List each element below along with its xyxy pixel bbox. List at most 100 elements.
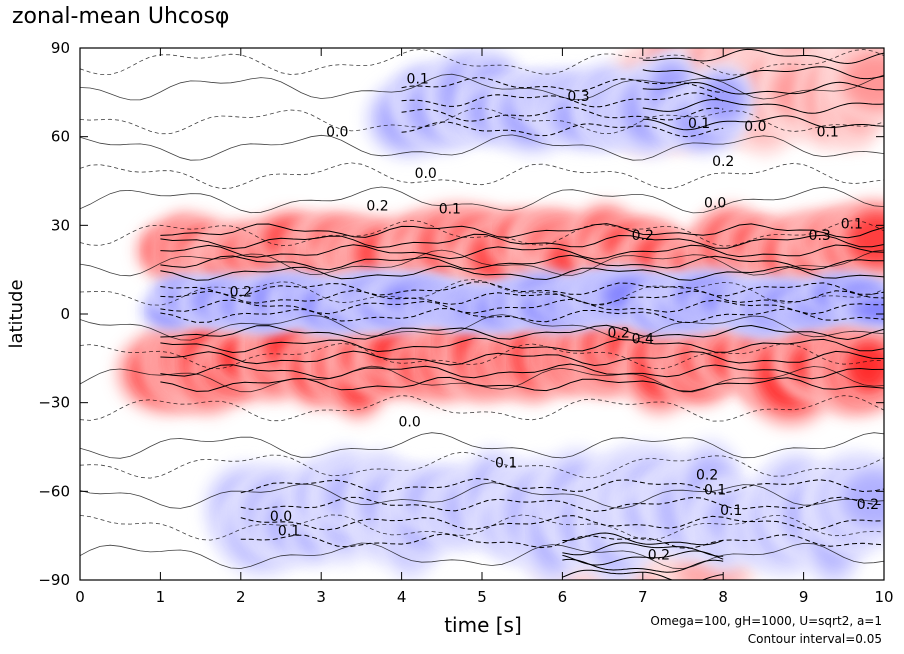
positive-contour — [160, 363, 884, 380]
contour-value-label: 0.1 — [841, 216, 863, 232]
positive-contour — [160, 350, 884, 367]
y-tick-label: −60 — [38, 482, 70, 500]
background-contour — [80, 278, 884, 306]
heatmap-field — [114, 48, 884, 580]
contour-value-label: 0.1 — [817, 125, 839, 141]
x-tick-label: 6 — [558, 588, 568, 606]
background-contour — [80, 107, 884, 135]
negative-contour — [240, 533, 884, 549]
background-contour — [80, 249, 884, 277]
contour-value-label: 0.2 — [608, 326, 630, 342]
contour-value-label: 0.1 — [278, 524, 300, 540]
positive-contour — [160, 265, 884, 281]
negative-contour — [401, 106, 724, 122]
positive-contour — [160, 244, 884, 260]
x-tick-label: 5 — [477, 588, 487, 606]
contour-value-label: 0.1 — [495, 456, 517, 472]
contour-value-label: 0.0 — [744, 119, 766, 135]
x-tick-label: 2 — [236, 588, 246, 606]
positive-contour — [562, 550, 724, 566]
x-tick-label: 3 — [316, 588, 326, 606]
contour-value-label: 0.2 — [632, 228, 654, 244]
heatmap-blob — [844, 473, 884, 525]
contour-value-label: 0.0 — [399, 414, 421, 430]
x-tick-label: 0 — [75, 588, 85, 606]
background-contour — [80, 48, 884, 76]
negative-contour — [160, 308, 884, 324]
positive-contour — [160, 233, 884, 250]
background-contour — [80, 365, 884, 393]
background-contour — [80, 514, 884, 541]
x-tick-label: 4 — [397, 588, 407, 606]
contour-value-label: 0.0 — [270, 509, 292, 525]
contour-labels: 0.10.30.1 0.0 0.10.20.00.00.2 0.1 0.00.10.30… — [230, 71, 879, 563]
background-contour — [80, 186, 884, 214]
positive-contour — [160, 376, 884, 392]
negative-contour — [401, 121, 724, 138]
contour-value-label: 0.1 — [407, 71, 429, 87]
contour-value-label: 0.0 — [326, 125, 348, 141]
background-contour — [80, 395, 884, 422]
y-tick-label: 0 — [60, 305, 70, 323]
contour-value-label: 0.3 — [567, 89, 589, 105]
contour-value-label: 0.1 — [439, 202, 461, 218]
contour-lines — [80, 48, 884, 580]
contour-value-label: 0.2 — [648, 547, 670, 563]
contour-value-label: 0.0 — [415, 166, 437, 182]
x-tick-label: 1 — [156, 588, 166, 606]
x-tick-label: 9 — [799, 588, 809, 606]
contour-interval-text: Contour interval=0.05 — [747, 632, 882, 646]
heatmap-blob — [702, 78, 743, 121]
positive-contour — [642, 115, 884, 131]
negative-contour — [240, 515, 884, 531]
positive-contour — [642, 81, 884, 95]
positive-contour — [160, 223, 884, 239]
background-contour — [80, 134, 884, 161]
contour-value-label: 0.0 — [704, 196, 726, 212]
background-contour — [80, 342, 884, 370]
y-tick-label: 90 — [51, 39, 70, 57]
background-contour — [80, 219, 884, 247]
y-tick-label: 30 — [51, 216, 70, 234]
positive-contour — [642, 48, 884, 65]
y-tick-label: −30 — [38, 394, 70, 412]
y-tick-label: 60 — [51, 128, 70, 146]
contour-value-label: 0.4 — [632, 332, 654, 348]
positive-contour — [160, 254, 884, 271]
heatmap-blob — [845, 55, 884, 107]
contour-value-label: 0.1 — [688, 116, 710, 132]
negative-contour — [160, 281, 884, 297]
negative-contour — [160, 289, 884, 306]
contour-value-label: 0.2 — [712, 154, 734, 170]
y-axis-label: latitude — [6, 279, 27, 348]
positive-contour — [160, 337, 884, 354]
contour-value-label: 0.1 — [704, 482, 726, 498]
x-tick-label: 7 — [638, 588, 648, 606]
positive-contour — [642, 66, 884, 81]
background-contour — [80, 542, 884, 570]
x-axis: 0 1 2 3 4 5 6 7 8 9 10 — [75, 48, 894, 606]
parameters-text: Omega=100, gH=1000, U=sqrt2, a=1 — [650, 614, 882, 628]
positive-contour — [160, 324, 884, 341]
x-axis-label: time [s] — [444, 613, 522, 637]
background-contour — [80, 451, 884, 479]
x-tick-label: 10 — [874, 588, 893, 606]
contour-value-label: 0.2 — [696, 468, 718, 484]
contour-value-label: 0.3 — [809, 228, 831, 244]
background-contour — [80, 73, 884, 101]
chart-title: zonal-mean Uhcosφ — [12, 4, 230, 29]
background-contour — [80, 482, 884, 509]
contour-value-label: 0.2 — [230, 284, 252, 300]
background-contour — [80, 314, 884, 341]
background-contour — [80, 162, 884, 190]
contour-value-label: 0.2 — [857, 497, 879, 513]
negative-contour — [240, 496, 884, 512]
contour-value-label: 0.1 — [720, 503, 742, 519]
positive-contour — [562, 542, 724, 557]
negative-contour — [240, 477, 884, 494]
y-axis: 90 60 30 0 −30 −60 −90 — [38, 39, 884, 589]
negative-contour — [160, 298, 884, 315]
positive-contour — [642, 98, 884, 114]
background-contour — [80, 432, 884, 459]
